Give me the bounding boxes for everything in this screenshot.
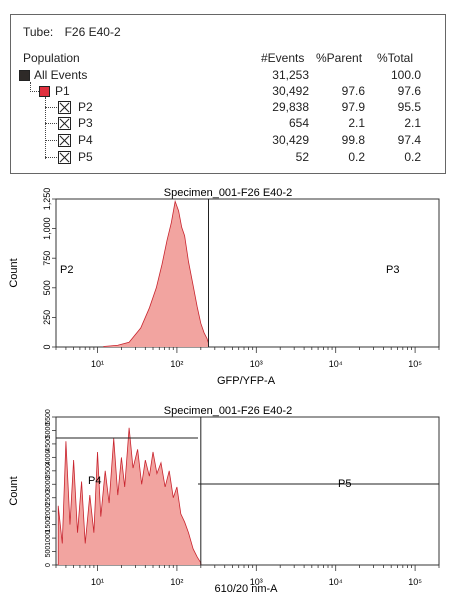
x-tick-label: 10¹ — [91, 359, 104, 369]
y-tick-label: 1,250 — [42, 188, 52, 211]
total-header: %Total — [377, 51, 414, 65]
percent-parent: 99.8 — [341, 133, 365, 147]
gate-icon — [58, 151, 71, 164]
percent-total: 97.6 — [397, 84, 421, 98]
tube-name: F26 E40-2 — [64, 25, 121, 39]
x-axis-label: GFP/YFP-A — [217, 375, 276, 387]
events-count: 30,492 — [272, 84, 309, 98]
gate-icon — [58, 117, 71, 130]
y-tick-label: 3500 — [45, 463, 52, 479]
axis-ticks: 10¹ 10² 10³ 10⁴ 10⁵ 0 500100015002000250030003… — [45, 409, 440, 587]
population-name: P5 — [78, 150, 93, 164]
tree-connector — [30, 82, 31, 92]
y-tick-label: 4000 — [45, 449, 52, 465]
population-name: All Events — [34, 68, 88, 82]
gate-label: P5 — [338, 478, 351, 490]
y-tick-label: 2000 — [45, 503, 52, 519]
x-tick-label: 10³ — [250, 577, 263, 587]
y-axis-label: Count — [8, 258, 20, 287]
population-name: P1 — [55, 84, 70, 98]
percent-parent: 2.1 — [348, 116, 365, 130]
events-count: 29,838 — [272, 100, 309, 114]
histogram-area — [103, 201, 209, 347]
x-tick-label: 10⁴ — [329, 577, 343, 587]
x-tick-label: 10² — [170, 577, 183, 587]
x-tick-label: 10¹ — [91, 577, 104, 587]
events-count: 654 — [288, 116, 309, 130]
y-tick-label: 1000 — [45, 530, 52, 546]
plot-frame — [55, 416, 440, 566]
percent-total: 2.1 — [404, 116, 421, 130]
tree-connector — [45, 157, 57, 158]
tube-label: Tube: — [23, 25, 54, 39]
y-tick-label: 3000 — [45, 476, 52, 492]
y-tick-label: 5000 — [45, 423, 52, 439]
tree-connector — [45, 107, 57, 108]
parent-header: %Parent — [316, 51, 363, 65]
p1-swatch — [39, 86, 50, 97]
y-tick-label: 500 — [42, 280, 52, 295]
y-tick-label: 5500 — [45, 409, 52, 425]
tree-connector — [45, 123, 57, 124]
percent-parent: 97.9 — [341, 100, 365, 114]
y-tick-label: 0 — [45, 563, 52, 567]
population-name: P2 — [78, 100, 93, 114]
gate-icon — [58, 101, 71, 114]
plot-frame — [55, 198, 440, 348]
percent-total: 97.4 — [397, 133, 421, 147]
events-count: 30,429 — [272, 133, 309, 147]
tree-connector — [45, 97, 46, 159]
percent-parent: 0.2 — [348, 150, 365, 164]
chart-title: Specimen_001-F26 E40-2 — [164, 405, 292, 417]
percent-total: 0.2 — [404, 150, 421, 164]
y-tick-label: 1,000 — [42, 217, 52, 240]
population-table: Tube: F26 E40-2 Population #Events %Pare… — [10, 14, 446, 174]
x-tick-label: 10³ — [250, 359, 263, 369]
events-header: #Events — [261, 51, 305, 65]
axis-ticks: 10¹ 10² 10³ 10⁴ 10⁵ 0 250 500 750 1,000 1,250 — [42, 188, 440, 369]
population-name: P4 — [78, 133, 93, 147]
chart-title: Specimen_001-F26 E40-2 — [164, 187, 292, 199]
all-events-swatch — [19, 70, 30, 81]
histogram-area — [58, 427, 201, 565]
x-tick-label: 10⁵ — [408, 577, 422, 587]
events-count: 52 — [295, 150, 309, 164]
x-tick-label: 10² — [170, 359, 183, 369]
y-tick-label: 2500 — [45, 490, 52, 506]
y-tick-label: 1500 — [45, 517, 52, 533]
events-count: 31,253 — [272, 68, 309, 82]
population-name: P3 — [78, 116, 93, 130]
gfp-histogram: Specimen_001-F26 E40-2 10¹ 10² 10³ 10⁴ 10⁵ 0 2… — [8, 187, 440, 387]
histogram-outline — [57, 427, 202, 565]
gate-label: P4 — [88, 475, 101, 487]
gate-icon — [58, 134, 71, 147]
x-tick-label: 10⁵ — [408, 359, 422, 369]
population-header: Population — [23, 51, 80, 65]
histogram-outline — [103, 199, 209, 347]
x-tick-label: 10⁴ — [329, 359, 343, 369]
red-channel-histogram: Specimen_001-F26 E40-2 10¹ 10² 10³ 10⁴ 10⁵ 0 5… — [8, 405, 440, 595]
tube-heading: Tube: F26 E40-2 — [23, 25, 121, 39]
gate-label: P2 — [60, 264, 73, 276]
y-axis-label: Count — [8, 476, 20, 505]
gate-label: P3 — [386, 264, 399, 276]
y-tick-label: 750 — [42, 251, 52, 266]
y-tick-label: 250 — [42, 310, 52, 325]
percent-parent: 97.6 — [341, 84, 365, 98]
y-tick-label: 500 — [45, 546, 52, 558]
percent-total: 95.5 — [397, 100, 421, 114]
y-tick-label: 4500 — [45, 436, 52, 452]
tree-connector — [30, 91, 39, 92]
percent-total: 100.0 — [390, 68, 421, 82]
y-tick-label: 0 — [42, 344, 52, 349]
x-axis-label: 610/20 nm-A — [215, 583, 279, 595]
tree-connector — [45, 140, 57, 141]
